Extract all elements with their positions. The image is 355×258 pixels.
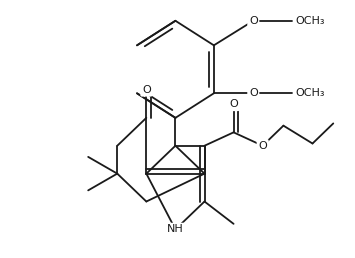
Text: O: O — [258, 141, 267, 151]
Text: OCH₃: OCH₃ — [296, 88, 325, 98]
Text: O: O — [249, 16, 258, 26]
Text: O: O — [229, 99, 238, 109]
Text: O: O — [142, 85, 151, 95]
Text: O: O — [249, 88, 258, 98]
Text: OCH₃: OCH₃ — [296, 16, 325, 26]
Text: NH: NH — [167, 224, 184, 235]
